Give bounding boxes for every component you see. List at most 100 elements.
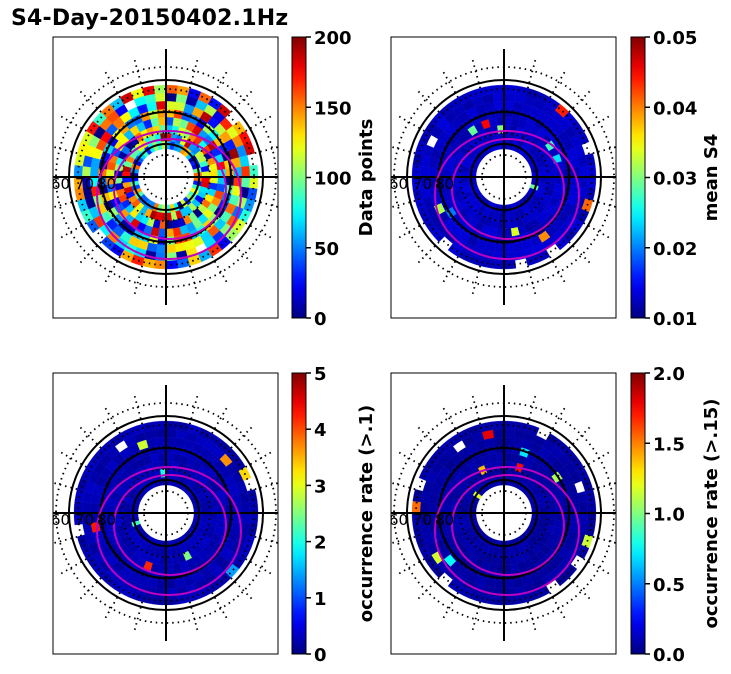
heatmap-cell [503, 436, 515, 446]
panel-1-frame [52, 36, 279, 319]
heatmap-cell [579, 512, 589, 525]
heatmap-cell [492, 428, 505, 438]
colorbar-tick-label: 5 [314, 364, 327, 385]
polar-label-80: 80 [435, 175, 454, 193]
colorbar-tick-label: 0.04 [653, 98, 697, 119]
colorbar-tick-label: 1 [314, 589, 327, 610]
heatmap-cell [525, 423, 540, 436]
panel-4-heatmap-cells [411, 420, 597, 606]
heatmap-cell [165, 92, 178, 102]
heatmap-cell [547, 170, 557, 178]
colorbar-tick-label: 150 [314, 98, 352, 119]
colorbar-3-label: occurrence rate (>.1) [356, 405, 377, 622]
panel-1-plot: 60 70 80 [53, 49, 278, 305]
panel-3-plot: 60 70 80 [51, 385, 278, 641]
heatmap-cell [412, 489, 424, 503]
heatmap-cell [165, 228, 175, 238]
colorbar-1-label: Data points [356, 119, 377, 237]
polar-label-70: 70 [75, 175, 94, 193]
panel-2: 60 70 80 0.01 0.02 0.03 0.04 0.05 mean S4 [389, 28, 722, 330]
contour-outer [96, 466, 242, 596]
heatmap-cell [157, 228, 167, 238]
heatmap-cell [165, 428, 178, 438]
heatmap-cell [503, 556, 511, 566]
contour-inner [113, 474, 227, 576]
figure-title: S4-Day-20150402.1Hz [11, 6, 289, 31]
colorbar-tick-label: 0.0 [653, 645, 685, 666]
contour-inner [451, 474, 565, 576]
polar-label-60: 60 [389, 511, 408, 529]
heatmap-cell [241, 501, 251, 514]
grid-radial-spoke [57, 113, 87, 132]
polar-label-80: 80 [97, 175, 116, 193]
heatmap-cell [503, 428, 516, 438]
heatmap-cell [155, 436, 167, 446]
heatmap-cell [503, 220, 511, 230]
heatmap-cell [165, 220, 173, 230]
heatmap-cell [241, 165, 251, 178]
contour-outer [434, 466, 580, 596]
polar-label-60: 60 [51, 511, 70, 529]
heatmap-cell [165, 100, 177, 110]
heatmap-cell [503, 452, 513, 462]
heatmap-cell [241, 176, 251, 189]
panel-2-plot: 60 70 80 [389, 49, 616, 305]
heatmap-cell [154, 428, 167, 438]
grid-radial-spoke [583, 113, 613, 132]
heatmap-cell [165, 436, 177, 446]
heatmap-cell [503, 116, 513, 126]
colorbar-tick-label: 100 [314, 169, 352, 190]
grid-radial-spoke [245, 113, 275, 132]
polar-label-60: 60 [389, 175, 408, 193]
heatmap-cell [492, 92, 505, 102]
colorbar-tick-label: 0.03 [653, 169, 697, 190]
colorbar-tick-label: 0 [314, 645, 327, 666]
heatmap-cell [579, 176, 589, 189]
heatmap-cell [495, 564, 505, 574]
colorbar-2-label: mean S4 [701, 134, 722, 222]
panel-1: 60 70 80 0 50 100 150 200 Data points [52, 28, 377, 330]
colorbar-tick-label: 1.0 [653, 505, 685, 526]
colorbar-tick-label: 2 [314, 533, 327, 554]
polar-label-70: 70 [75, 511, 94, 529]
colorbar-4-label: occurrence rate (>.15) [701, 399, 722, 629]
colorbar-tick-label: 0.05 [653, 28, 697, 49]
heatmap-cell [165, 244, 177, 254]
contour-inner [113, 138, 227, 240]
heatmap-cell [503, 564, 513, 574]
heatmap-cell [155, 100, 167, 110]
colorbar-1 [291, 36, 307, 319]
heatmap-cell [165, 556, 173, 566]
panel-4: 60 70 80 0.0 0.5 1.0 1.5 2.0 occurrence rate (>.… [389, 364, 722, 666]
heatmap-cell [157, 564, 167, 574]
heatmap-cell [76, 534, 89, 549]
heatmap-cell [165, 564, 175, 574]
polar-label-70: 70 [413, 511, 432, 529]
colorbar-tick-label: 0.5 [653, 575, 685, 596]
grid-radial-spoke [526, 601, 538, 634]
panel-4-plot: 60 70 80 [389, 385, 616, 641]
heatmap-cell [154, 92, 167, 102]
heatmap-cell [547, 506, 557, 514]
heatmap-cell [209, 506, 219, 514]
grid-radial-spoke [592, 535, 616, 544]
panel-3: 60 70 80 0 1 2 3 4 5 occurrence rate (>.1) [51, 364, 377, 666]
colorbar-tick-label: 1.5 [653, 434, 685, 455]
heatmap-cell [241, 512, 251, 525]
colorbar-tick-label: 0.01 [653, 309, 697, 330]
heatmap-cell [495, 116, 505, 126]
heatmap-cell [493, 100, 505, 110]
colorbar-tick-label: 2.0 [653, 364, 685, 385]
heatmap-cell [165, 452, 175, 462]
panel-4-frame [390, 372, 617, 655]
heatmap-cell [579, 165, 589, 178]
heatmap-cell [493, 436, 505, 446]
heatmap-cell [447, 579, 463, 593]
heatmap-cell [503, 92, 516, 102]
polar-label-80: 80 [435, 511, 454, 529]
heatmap-cell [495, 452, 505, 462]
polar-label-70: 70 [413, 175, 432, 193]
colorbar-tick-label: 50 [314, 239, 339, 260]
contour-outer [96, 130, 242, 260]
